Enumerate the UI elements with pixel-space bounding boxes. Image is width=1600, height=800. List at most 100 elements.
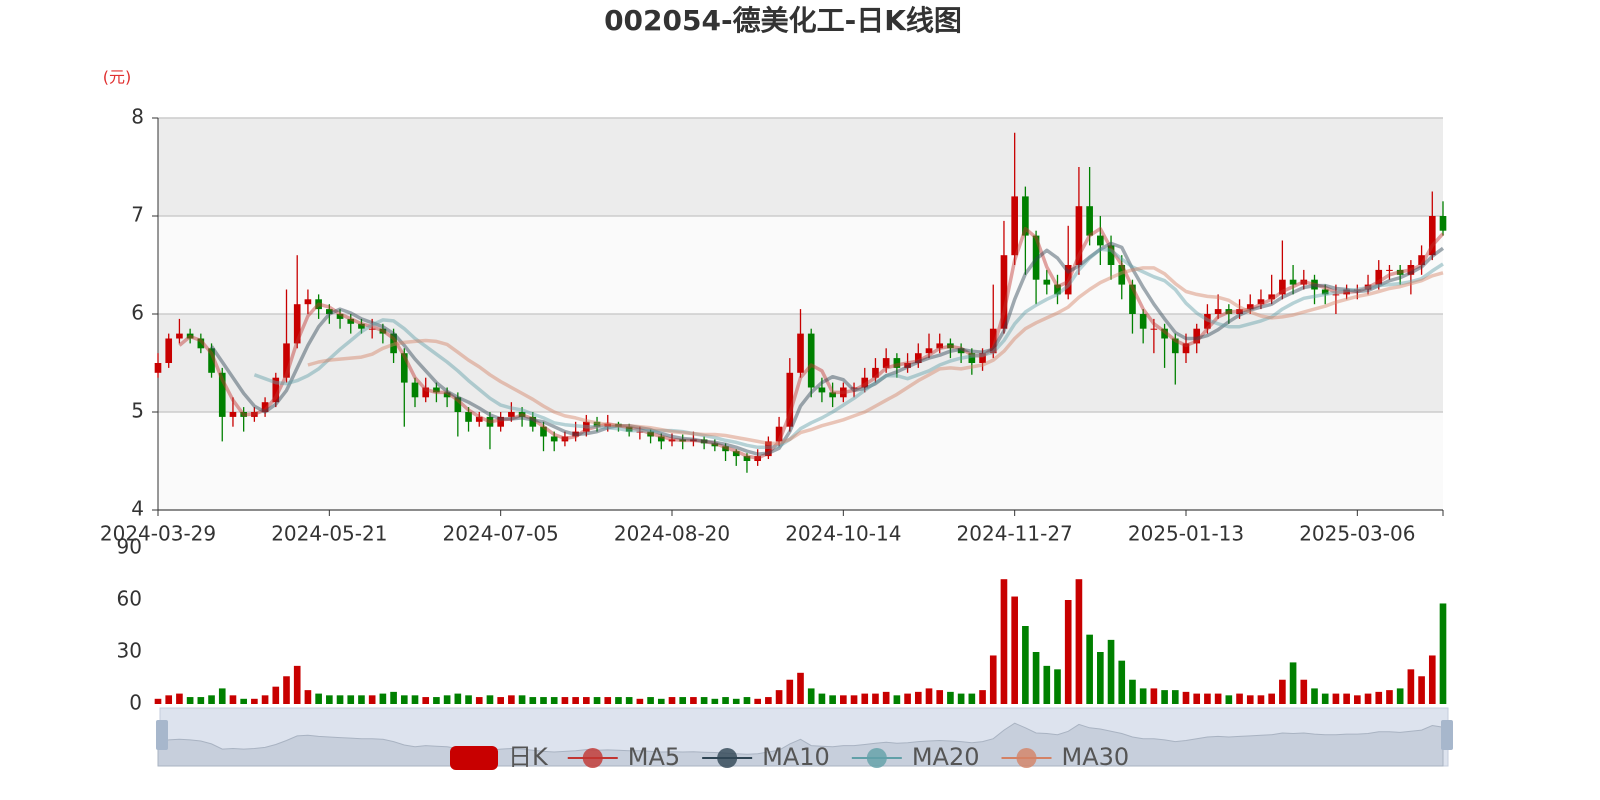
volume-bar	[936, 690, 944, 704]
volume-bar	[700, 697, 708, 704]
candle-body	[893, 358, 901, 368]
volume-bar	[722, 697, 729, 704]
candle-body	[1000, 255, 1008, 329]
candle-body	[379, 328, 387, 334]
volume-bar	[1364, 693, 1372, 704]
candle-body	[647, 431, 654, 437]
volume-bar	[1204, 693, 1211, 704]
candle-body	[818, 387, 826, 393]
candle-body	[765, 441, 772, 457]
volume-bar	[550, 697, 558, 704]
candle-body	[679, 439, 687, 442]
candle-body	[368, 328, 376, 330]
candle-body	[593, 421, 601, 427]
candle-body	[636, 431, 644, 433]
y-tick-label: 8	[131, 105, 144, 129]
candle-body	[989, 328, 997, 354]
candle-body	[625, 426, 633, 432]
volume-bar	[486, 695, 494, 704]
candle-body	[326, 309, 333, 314]
candle-body	[1204, 314, 1211, 329]
legend-label: MA30	[1062, 743, 1130, 771]
volume-bar	[229, 695, 237, 704]
candle-body	[293, 304, 301, 344]
volume-bar	[968, 693, 976, 704]
candle-body	[433, 387, 440, 393]
volume-bar	[475, 697, 483, 704]
candle-body	[797, 333, 804, 373]
candle-body	[454, 397, 462, 412]
volume-bar	[1129, 679, 1136, 704]
legend-label: 日K	[508, 743, 549, 771]
zoom-handle[interactable]	[156, 720, 168, 750]
y-tick-label: 5	[131, 399, 144, 423]
candle-body	[261, 402, 269, 412]
candle-body	[1289, 279, 1297, 285]
candle-body	[283, 343, 290, 378]
volume-bar	[775, 690, 783, 704]
candle-body	[1054, 284, 1061, 295]
volume-bar	[797, 672, 804, 704]
candle-body	[240, 412, 247, 417]
volume-bar	[1171, 690, 1179, 704]
candle-body	[1064, 265, 1072, 295]
volume-bar	[165, 695, 173, 704]
candle-body	[1418, 255, 1425, 265]
volume-bar	[186, 697, 194, 704]
volume-bar	[400, 695, 408, 704]
candle-body	[197, 338, 205, 349]
candle-body	[1225, 309, 1233, 314]
candle-body	[186, 333, 194, 339]
volume-bar	[1182, 691, 1190, 704]
ma-line	[210, 241, 1445, 456]
volume-bar	[818, 693, 826, 704]
candle-body	[904, 363, 911, 368]
volume-bar	[1246, 695, 1254, 704]
candle-body	[1439, 216, 1447, 231]
candle-body	[840, 387, 847, 398]
volume-bar	[711, 698, 719, 704]
candle-body	[304, 299, 312, 305]
candle-body	[347, 318, 355, 324]
volume-bar	[625, 697, 633, 704]
candle-body	[914, 353, 922, 363]
x-tick-label: 2024-05-21	[271, 522, 387, 546]
zoom-handle[interactable]	[1441, 720, 1453, 750]
y-unit: (元)	[103, 68, 132, 87]
volume-bar	[925, 688, 933, 704]
candle-body	[936, 343, 944, 349]
candle-body	[1332, 294, 1340, 296]
legend-icon	[582, 748, 603, 768]
volume-bar	[1022, 626, 1029, 704]
volume-bar	[872, 693, 879, 704]
volume-bar	[904, 693, 911, 704]
candle-body	[1107, 245, 1115, 265]
volume-bar	[433, 697, 440, 704]
candle-body	[1214, 309, 1222, 314]
volume-bar	[422, 697, 430, 704]
volume-bar	[807, 688, 815, 704]
volume-bar	[1375, 691, 1383, 704]
candle-body	[1300, 279, 1308, 285]
volume-bar	[1321, 693, 1329, 704]
volume-bar	[850, 695, 858, 704]
volume-bar	[1396, 688, 1404, 704]
candle-body	[497, 416, 504, 427]
candle-body	[807, 333, 815, 388]
y-tick-label: 6	[131, 301, 144, 325]
volume-bar	[1086, 634, 1093, 704]
candle-body	[165, 338, 173, 363]
x-tick-label: 2024-10-14	[785, 522, 901, 546]
candle-body	[775, 426, 783, 442]
candle-body	[1193, 328, 1201, 344]
candle-body	[1386, 269, 1393, 271]
volume-bar	[765, 697, 772, 704]
volume-bar	[529, 697, 537, 704]
volume-bar	[1043, 665, 1051, 704]
volume-bar	[218, 688, 226, 704]
legend-icon	[1016, 748, 1037, 768]
candle-body	[743, 456, 751, 461]
candle-body	[229, 412, 237, 417]
x-tick-label: 2024-03-29	[100, 522, 216, 546]
candle-body	[882, 358, 890, 368]
